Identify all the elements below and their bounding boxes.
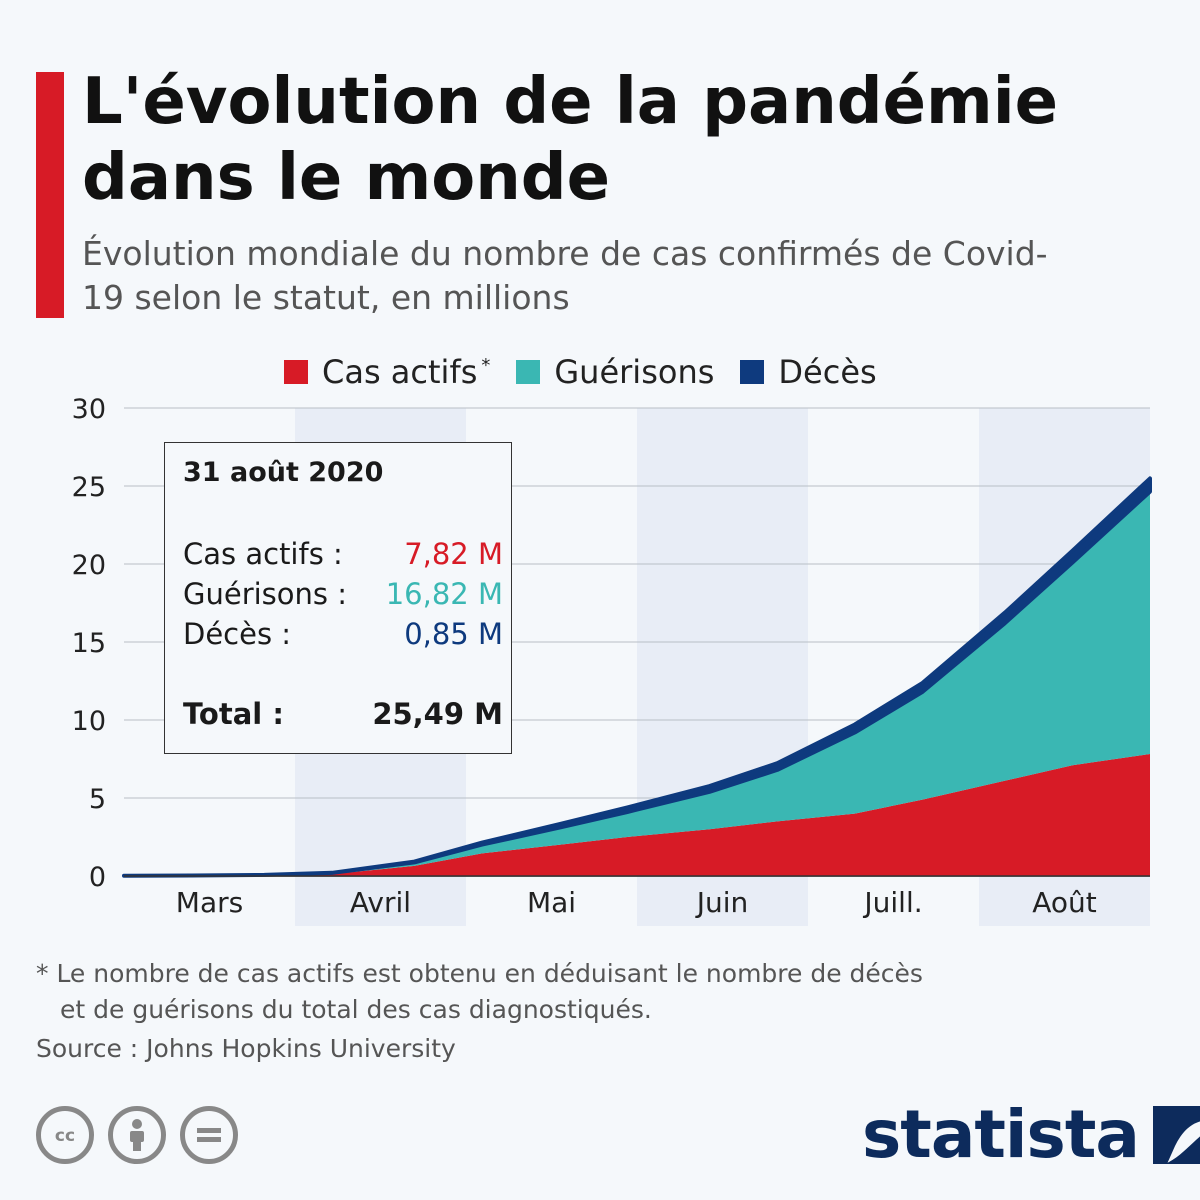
tooltip-date: 31 août 2020 — [183, 457, 384, 488]
chart-tooltip: 31 août 2020 Cas actifs : 7,82 M Guériso… — [164, 442, 512, 754]
tooltip-row-deces: Décès : 0,85 M — [183, 617, 503, 651]
area-deces — [122, 476, 1152, 878]
legend-label-deces: Décès — [778, 353, 877, 391]
y-tick-label: 30 — [72, 394, 106, 425]
statista-mark-icon — [1152, 1105, 1200, 1164]
source-note: Source : Johns Hopkins University — [36, 1034, 456, 1063]
tooltip-row-actifs: Cas actifs : 7,82 M — [183, 537, 503, 571]
by-icon[interactable] — [108, 1106, 166, 1164]
legend-entry-guerisons: Guérisons — [516, 353, 714, 391]
tooltip-value-guerisons: 16,82 M — [385, 577, 503, 611]
tooltip-value-actifs: 7,82 M — [404, 537, 503, 571]
tooltip-value-deces: 0,85 M — [404, 617, 503, 651]
footnote: * Le nombre de cas actifs est obtenu en … — [36, 956, 1096, 1028]
legend-swatch-actifs — [284, 360, 308, 384]
svg-text:cc: cc — [55, 1126, 75, 1146]
y-tick-label: 15 — [72, 628, 106, 659]
x-tick-label: Juill. — [862, 886, 922, 919]
tooltip-row-total: Total : 25,49 M — [183, 697, 503, 731]
statista-logo[interactable]: statista — [862, 1096, 1200, 1173]
page-subtitle: Évolution mondiale du nombre de cas conf… — [82, 234, 1048, 317]
tooltip-value-total: 25,49 M — [372, 697, 503, 731]
page-title: L'évolution de la pandémie dans le monde — [82, 65, 1059, 215]
chart-legend: Cas actifs * Guérisons Décès — [284, 352, 877, 392]
legend-swatch-deces — [740, 360, 765, 384]
tooltip-label-total: Total : — [183, 697, 284, 731]
tooltip-label-deces: Décès : — [183, 617, 292, 651]
area-guerisons — [124, 491, 1150, 876]
y-tick-label: 25 — [72, 472, 106, 503]
tooltip-row-guerisons: Guérisons : 16,82 M — [183, 577, 503, 611]
cc-icon[interactable]: cc — [36, 1106, 94, 1164]
x-tick-label: Avril — [350, 886, 411, 919]
legend-entry-deces: Décès — [740, 353, 877, 391]
x-tick-label: Mai — [527, 886, 576, 919]
y-tick-label: 5 — [89, 784, 106, 815]
area-chart: 0 5 10 15 20 25 30 Mars Avril Mai Juin Juill. Août — [72, 394, 1152, 926]
legend-label-actifs: Cas actifs * — [322, 353, 491, 391]
title-accent-bar — [36, 72, 64, 318]
legend-entry-actifs: Cas actifs * — [284, 353, 490, 391]
x-tick-label: Juin — [695, 886, 749, 919]
license-icons: cc — [36, 1106, 238, 1164]
legend-label-guerisons: Guérisons — [554, 353, 715, 391]
y-tick-label: 20 — [72, 550, 106, 581]
legend-swatch-guerisons — [516, 360, 541, 384]
brand-name: statista — [862, 1096, 1140, 1173]
tooltip-label-actifs: Cas actifs : — [183, 537, 343, 571]
area-actifs — [124, 754, 1150, 876]
y-tick-label: 0 — [89, 862, 106, 893]
nd-icon[interactable] — [180, 1106, 238, 1164]
footnote-line-1: * Le nombre de cas actifs est obtenu en … — [36, 959, 923, 988]
tooltip-label-guerisons: Guérisons : — [183, 577, 348, 611]
x-tick-label: Août — [1032, 886, 1097, 919]
x-tick-label: Mars — [176, 886, 243, 919]
footnote-line-2: et de guérisons du total des cas diagnos… — [60, 995, 652, 1024]
y-tick-label: 10 — [72, 706, 106, 737]
